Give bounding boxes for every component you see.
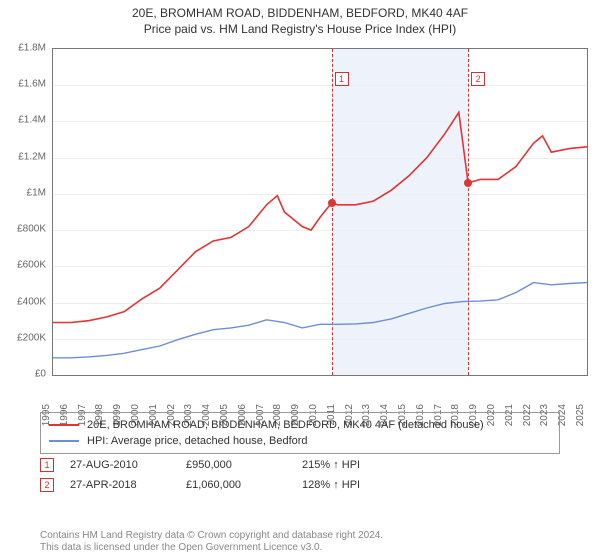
sales-table: 1 27-AUG-2010 £950,000 215% ↑ HPI 2 27-APR-20… — [40, 458, 560, 498]
sale-row: 2 27-APR-2018 £1,060,000 128% ↑ HPI — [40, 478, 560, 492]
sale-dot-2 — [464, 179, 472, 187]
sale-marker-2: 2 — [471, 72, 485, 86]
legend-label: 20E, BROMHAM ROAD, BIDDENHAM, BEDFORD, M… — [87, 417, 484, 433]
series-hpi — [53, 283, 587, 358]
y-tick-label: £400K — [17, 296, 46, 307]
sale-row-marker: 2 — [40, 478, 54, 492]
series-property — [53, 112, 587, 322]
sale-row-marker: 1 — [40, 458, 54, 472]
footer-line-2: This data is licensed under the Open Gov… — [40, 542, 560, 554]
legend-item: 20E, BROMHAM ROAD, BIDDENHAM, BEDFORD, M… — [49, 417, 551, 433]
sale-marker-1: 1 — [335, 72, 349, 86]
chart-subtitle: Price paid vs. HM Land Registry's House … — [0, 22, 600, 36]
sale-price: £1,060,000 — [186, 479, 286, 491]
x-axis: 1995199619971998199920002001200220032004… — [52, 378, 588, 404]
legend-label: HPI: Average price, detached house, Bedf… — [87, 433, 308, 449]
y-tick-label: £1.8M — [18, 43, 46, 54]
legend: 20E, BROMHAM ROAD, BIDDENHAM, BEDFORD, M… — [40, 412, 560, 454]
sale-delta: 128% ↑ HPI — [302, 479, 402, 491]
footer-attribution: Contains HM Land Registry data © Crown c… — [40, 530, 560, 554]
sale-date: 27-APR-2018 — [70, 479, 170, 491]
y-tick-label: £600K — [17, 260, 46, 271]
sale-price: £950,000 — [186, 459, 286, 471]
chart-title: 20E, BROMHAM ROAD, BIDDENHAM, BEDFORD, M… — [0, 6, 600, 20]
legend-swatch — [49, 440, 79, 442]
sale-dot-1 — [328, 199, 336, 207]
legend-swatch — [49, 424, 79, 426]
footer-line-1: Contains HM Land Registry data © Crown c… — [40, 530, 560, 542]
y-tick-label: £1.2M — [18, 151, 46, 162]
y-tick-label: £200K — [17, 332, 46, 343]
legend-item: HPI: Average price, detached house, Bedf… — [49, 433, 551, 449]
sale-row: 1 27-AUG-2010 £950,000 215% ↑ HPI — [40, 458, 560, 472]
chart-container: £0 £200K £400K £600K £800K £1M £1.2M £1.4M £1.6M… — [8, 44, 592, 404]
sale-date: 27-AUG-2010 — [70, 459, 170, 471]
y-tick-label: £1.4M — [18, 115, 46, 126]
y-axis: £0£200K£400K£600K£800K£1M£1.2M£1.4M£1.6M… — [8, 48, 50, 376]
y-tick-label: £1.6M — [18, 79, 46, 90]
y-tick-label: £0 — [35, 369, 46, 380]
sale-delta: 215% ↑ HPI — [302, 459, 402, 471]
x-tick-label: 2025 — [575, 404, 586, 426]
y-tick-label: £800K — [17, 224, 46, 235]
y-tick-label: £1M — [27, 187, 46, 198]
plot-area: 12 — [52, 48, 588, 376]
